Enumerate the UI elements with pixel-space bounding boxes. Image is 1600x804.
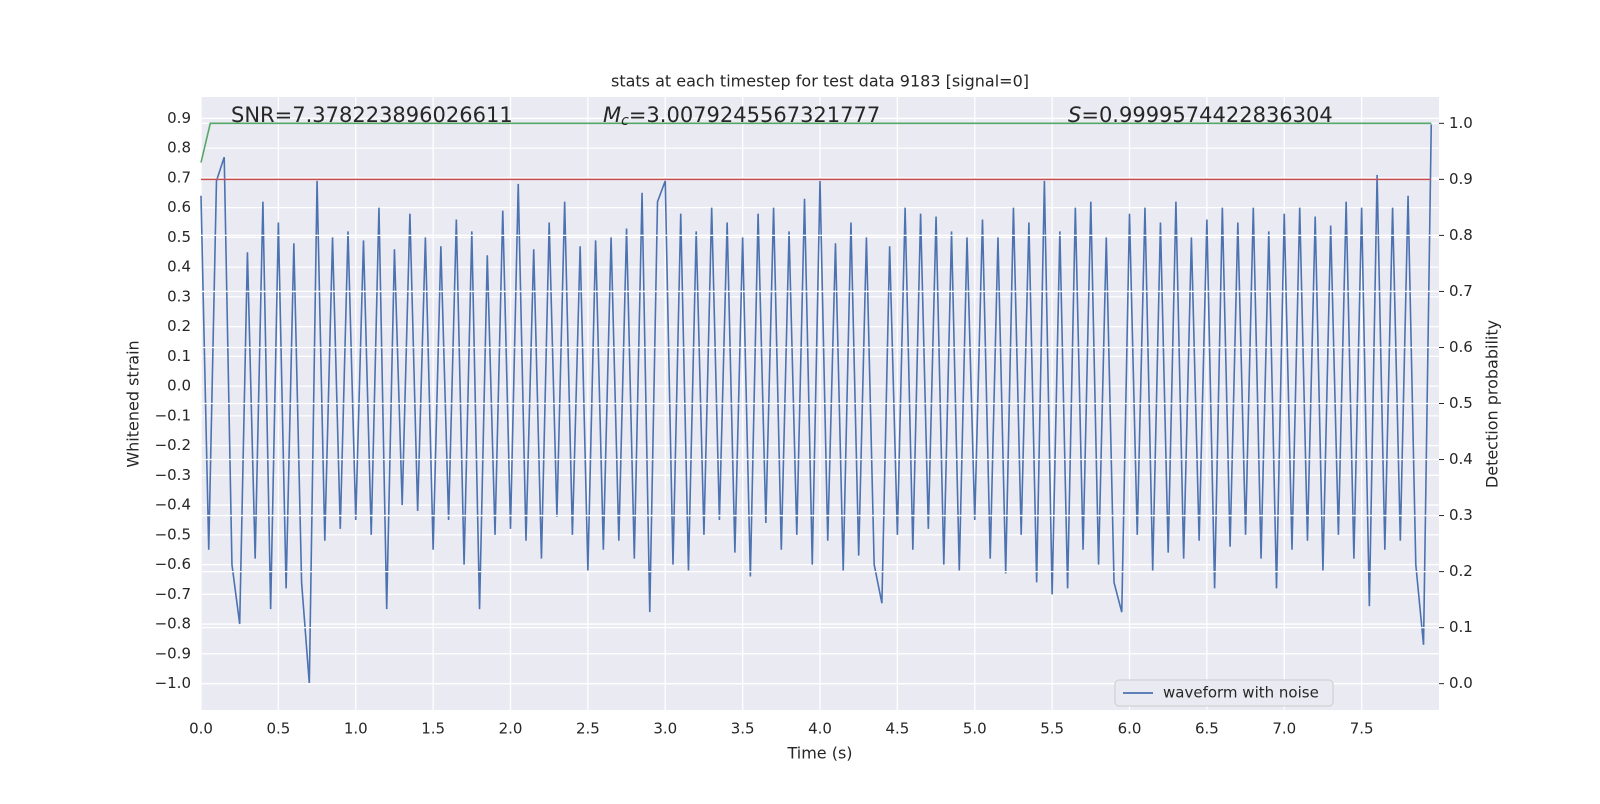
y-tick-label: −0.3 xyxy=(155,466,191,484)
y2-tick-label: 0.3 xyxy=(1449,506,1473,524)
y-tick-label: −0.9 xyxy=(155,644,191,662)
x-tick-label: 6.5 xyxy=(1195,720,1219,738)
series-line xyxy=(200,122,1432,163)
y-tick-label: 0.8 xyxy=(167,139,191,157)
annotation-part: c xyxy=(621,113,629,129)
y-tick-label: 0.0 xyxy=(167,377,191,395)
y-tick-label: −0.8 xyxy=(155,615,191,633)
y-tick-label: −0.5 xyxy=(155,525,191,543)
x-tick-label: 1.0 xyxy=(344,720,368,738)
y2-tick-label: 0.1 xyxy=(1449,618,1473,636)
x-tick-label: 2.5 xyxy=(576,720,600,738)
x-tick-label: 3.0 xyxy=(653,720,677,738)
y-tick-label: 0.3 xyxy=(167,287,191,305)
annotation: SNR=7.378223896026611 xyxy=(231,103,513,127)
x-tick-label: 5.5 xyxy=(1040,720,1064,738)
y2-axis-label: Detection probability xyxy=(1483,320,1502,488)
y-tick-label: 0.1 xyxy=(167,347,191,365)
y2-tick-label: 0.7 xyxy=(1449,282,1473,300)
y-tick-label: −0.6 xyxy=(155,555,191,573)
y-tick-label: −0.1 xyxy=(155,406,191,424)
chart-title: stats at each timestep for test data 918… xyxy=(611,72,1029,91)
annotation-part: SNR=7.378223896026611 xyxy=(231,103,513,127)
y2-tick-label: 0.9 xyxy=(1449,170,1473,188)
x-tick-label: 0.0 xyxy=(189,720,213,738)
y-tick-label: −0.7 xyxy=(155,585,191,603)
x-tick-label: 4.5 xyxy=(885,720,909,738)
y-tick-label: 0.9 xyxy=(167,109,191,127)
y2-tick-label: 0.4 xyxy=(1449,450,1473,468)
y-tick-label: 0.6 xyxy=(167,198,191,216)
annotation-part: S xyxy=(1068,103,1081,127)
annotation-part: =3.0079245567321777 xyxy=(629,103,880,127)
y2-tick-label: 1.0 xyxy=(1449,114,1473,132)
x-tick-label: 1.5 xyxy=(421,720,445,738)
x-tick-label: 7.5 xyxy=(1350,720,1374,738)
y-tick-label: 0.2 xyxy=(167,317,191,335)
series-line xyxy=(200,124,1433,684)
legend-label: waveform with noise xyxy=(1163,684,1319,702)
x-tick-label: 3.5 xyxy=(731,720,755,738)
y2-tick-label: 0.6 xyxy=(1449,338,1473,356)
x-tick-label: 0.5 xyxy=(266,720,290,738)
x-tick-label: 5.0 xyxy=(963,720,987,738)
y-tick-label: −0.4 xyxy=(155,496,191,514)
y2-tick-label: 0.8 xyxy=(1449,226,1473,244)
x-axis-label: Time (s) xyxy=(786,744,852,763)
y-tick-label: 0.4 xyxy=(167,258,191,276)
annotation: S=0.9999574422836304 xyxy=(1068,103,1333,127)
annotation-part: M xyxy=(603,103,621,127)
y2-tick-label: 0.2 xyxy=(1449,562,1473,580)
y2-tick-label: 0.5 xyxy=(1449,394,1473,412)
x-tick-label: 2.0 xyxy=(499,720,523,738)
y-tick-label: −1.0 xyxy=(155,674,191,692)
x-tick-label: 6.0 xyxy=(1118,720,1142,738)
y-axis-label: Whitened strain xyxy=(124,340,143,467)
y-tick-label: 0.7 xyxy=(167,168,191,186)
y2-tick-label: 0.0 xyxy=(1449,674,1473,692)
annotation: Mc=3.0079245567321777 xyxy=(603,103,880,129)
x-tick-label: 7.0 xyxy=(1272,720,1296,738)
y-tick-label: −0.2 xyxy=(155,436,191,454)
y-tick-label: 0.5 xyxy=(167,228,191,246)
legend-box xyxy=(1114,679,1334,707)
x-tick-label: 4.0 xyxy=(808,720,832,738)
annotation-part: =0.9999574422836304 xyxy=(1081,103,1332,127)
